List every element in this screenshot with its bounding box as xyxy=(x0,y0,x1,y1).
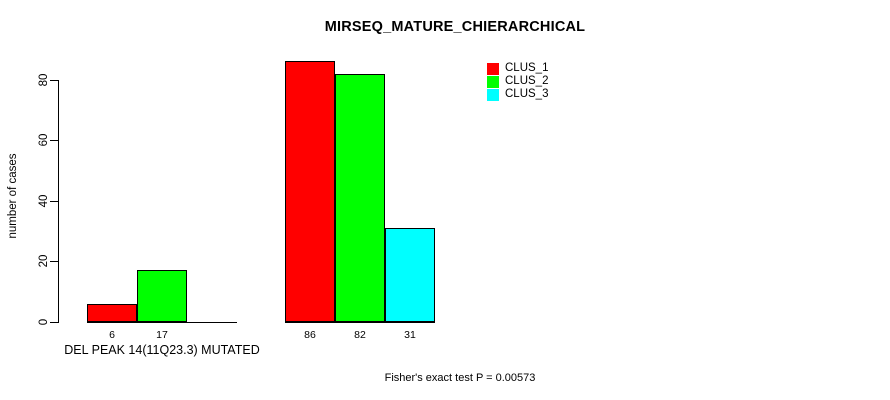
y-tick-label: 60 xyxy=(38,133,50,147)
y-tick-mark xyxy=(50,261,58,262)
legend-item-clus_3: CLUS_3 xyxy=(487,88,548,101)
y-tick-label: 0 xyxy=(38,318,50,326)
bar-value-label: 86 xyxy=(304,329,316,341)
group-2-baseline xyxy=(285,322,435,323)
y-tick-mark xyxy=(50,322,58,323)
legend-swatch-icon xyxy=(487,75,499,88)
y-tick-mark xyxy=(50,201,58,202)
bar-value-label: 17 xyxy=(156,329,168,341)
legend-label: CLUS_3 xyxy=(505,88,549,100)
y-axis-line xyxy=(58,80,59,323)
y-axis-label: number of cases xyxy=(7,153,19,239)
group-1-baseline xyxy=(87,322,237,323)
legend-item-clus_1: CLUS_1 xyxy=(487,62,548,75)
legend-swatch-icon xyxy=(487,88,499,101)
y-tick-label: 80 xyxy=(38,73,50,87)
legend-item-clus_2: CLUS_2 xyxy=(487,75,548,88)
bar-value-label: 31 xyxy=(404,329,416,341)
x-category-label: DEL PEAK 14(11Q23.3) MUTATED xyxy=(64,343,260,357)
y-tick-mark xyxy=(50,80,58,81)
bar-value-label: 6 xyxy=(109,329,115,341)
legend-label: CLUS_2 xyxy=(505,75,549,87)
legend-label: CLUS_1 xyxy=(505,62,549,74)
bar-clus_1-group-2 xyxy=(285,61,335,322)
bar-clus_2-group-1 xyxy=(137,270,187,322)
bar-value-label: 82 xyxy=(354,329,366,341)
bar-clus_1-group-1 xyxy=(87,304,137,322)
fisher-test-note: Fisher's exact test P = 0.00573 xyxy=(384,372,536,384)
y-tick-label: 20 xyxy=(38,254,50,268)
legend-swatch-icon xyxy=(487,62,499,75)
y-tick-label: 40 xyxy=(38,194,50,208)
bar-clus_2-group-2 xyxy=(335,74,385,322)
chart-title: MIRSEQ_MATURE_CHIERARCHICAL xyxy=(324,19,586,35)
y-tick-mark xyxy=(50,140,58,141)
legend: CLUS_1 CLUS_2 CLUS_3 xyxy=(487,62,548,101)
bar-clus_3-group-2 xyxy=(385,228,435,322)
